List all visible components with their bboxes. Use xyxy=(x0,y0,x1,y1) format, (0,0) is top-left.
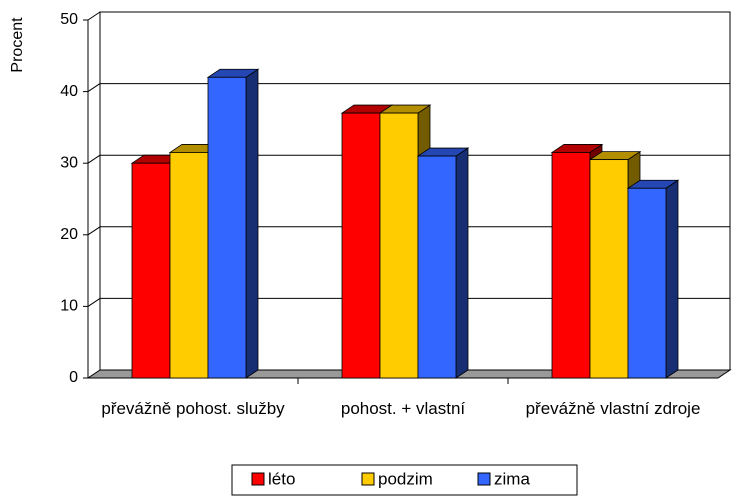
legend-box xyxy=(231,464,578,496)
bar-front xyxy=(207,76,247,379)
y-tick-label: 40 xyxy=(60,83,78,100)
bar-side xyxy=(455,147,469,379)
bar-front xyxy=(589,159,629,379)
legend-label: podzim xyxy=(378,469,433,488)
y-tick-label: 0 xyxy=(69,369,78,386)
x-tick-label: pohost. + vlastní xyxy=(340,399,466,418)
grid-line xyxy=(87,11,101,21)
bar-front xyxy=(341,112,381,379)
bar xyxy=(626,179,680,379)
bar-front xyxy=(131,162,171,379)
legend-swatch xyxy=(251,472,265,486)
y-tick-label: 20 xyxy=(60,226,78,243)
bar-front xyxy=(551,152,591,379)
grid-line xyxy=(87,226,101,236)
legend-swatch xyxy=(361,472,375,486)
y-tick-label: 50 xyxy=(60,11,78,28)
bar xyxy=(416,147,470,379)
bar-front xyxy=(379,112,419,379)
y-tick-label: 10 xyxy=(60,298,78,315)
bar xyxy=(206,68,260,379)
y-axis-label: Procent xyxy=(9,17,26,73)
x-tick-label: převážně pohost. služby xyxy=(101,399,285,418)
legend-label: zima xyxy=(494,469,530,488)
bar-front xyxy=(417,155,457,379)
bar-side xyxy=(665,179,679,379)
y-tick-label: 30 xyxy=(60,154,78,171)
x-tick-label: převážně vlastní zdroje xyxy=(525,399,701,418)
legend-label: léto xyxy=(268,469,295,488)
bar-side xyxy=(245,68,259,379)
bar-front xyxy=(627,187,667,379)
bar xyxy=(130,154,184,379)
grid-line xyxy=(87,154,101,164)
bar-front xyxy=(169,152,209,379)
grid-line xyxy=(87,83,101,93)
legend-swatch xyxy=(477,472,491,486)
grid-line xyxy=(87,297,101,307)
